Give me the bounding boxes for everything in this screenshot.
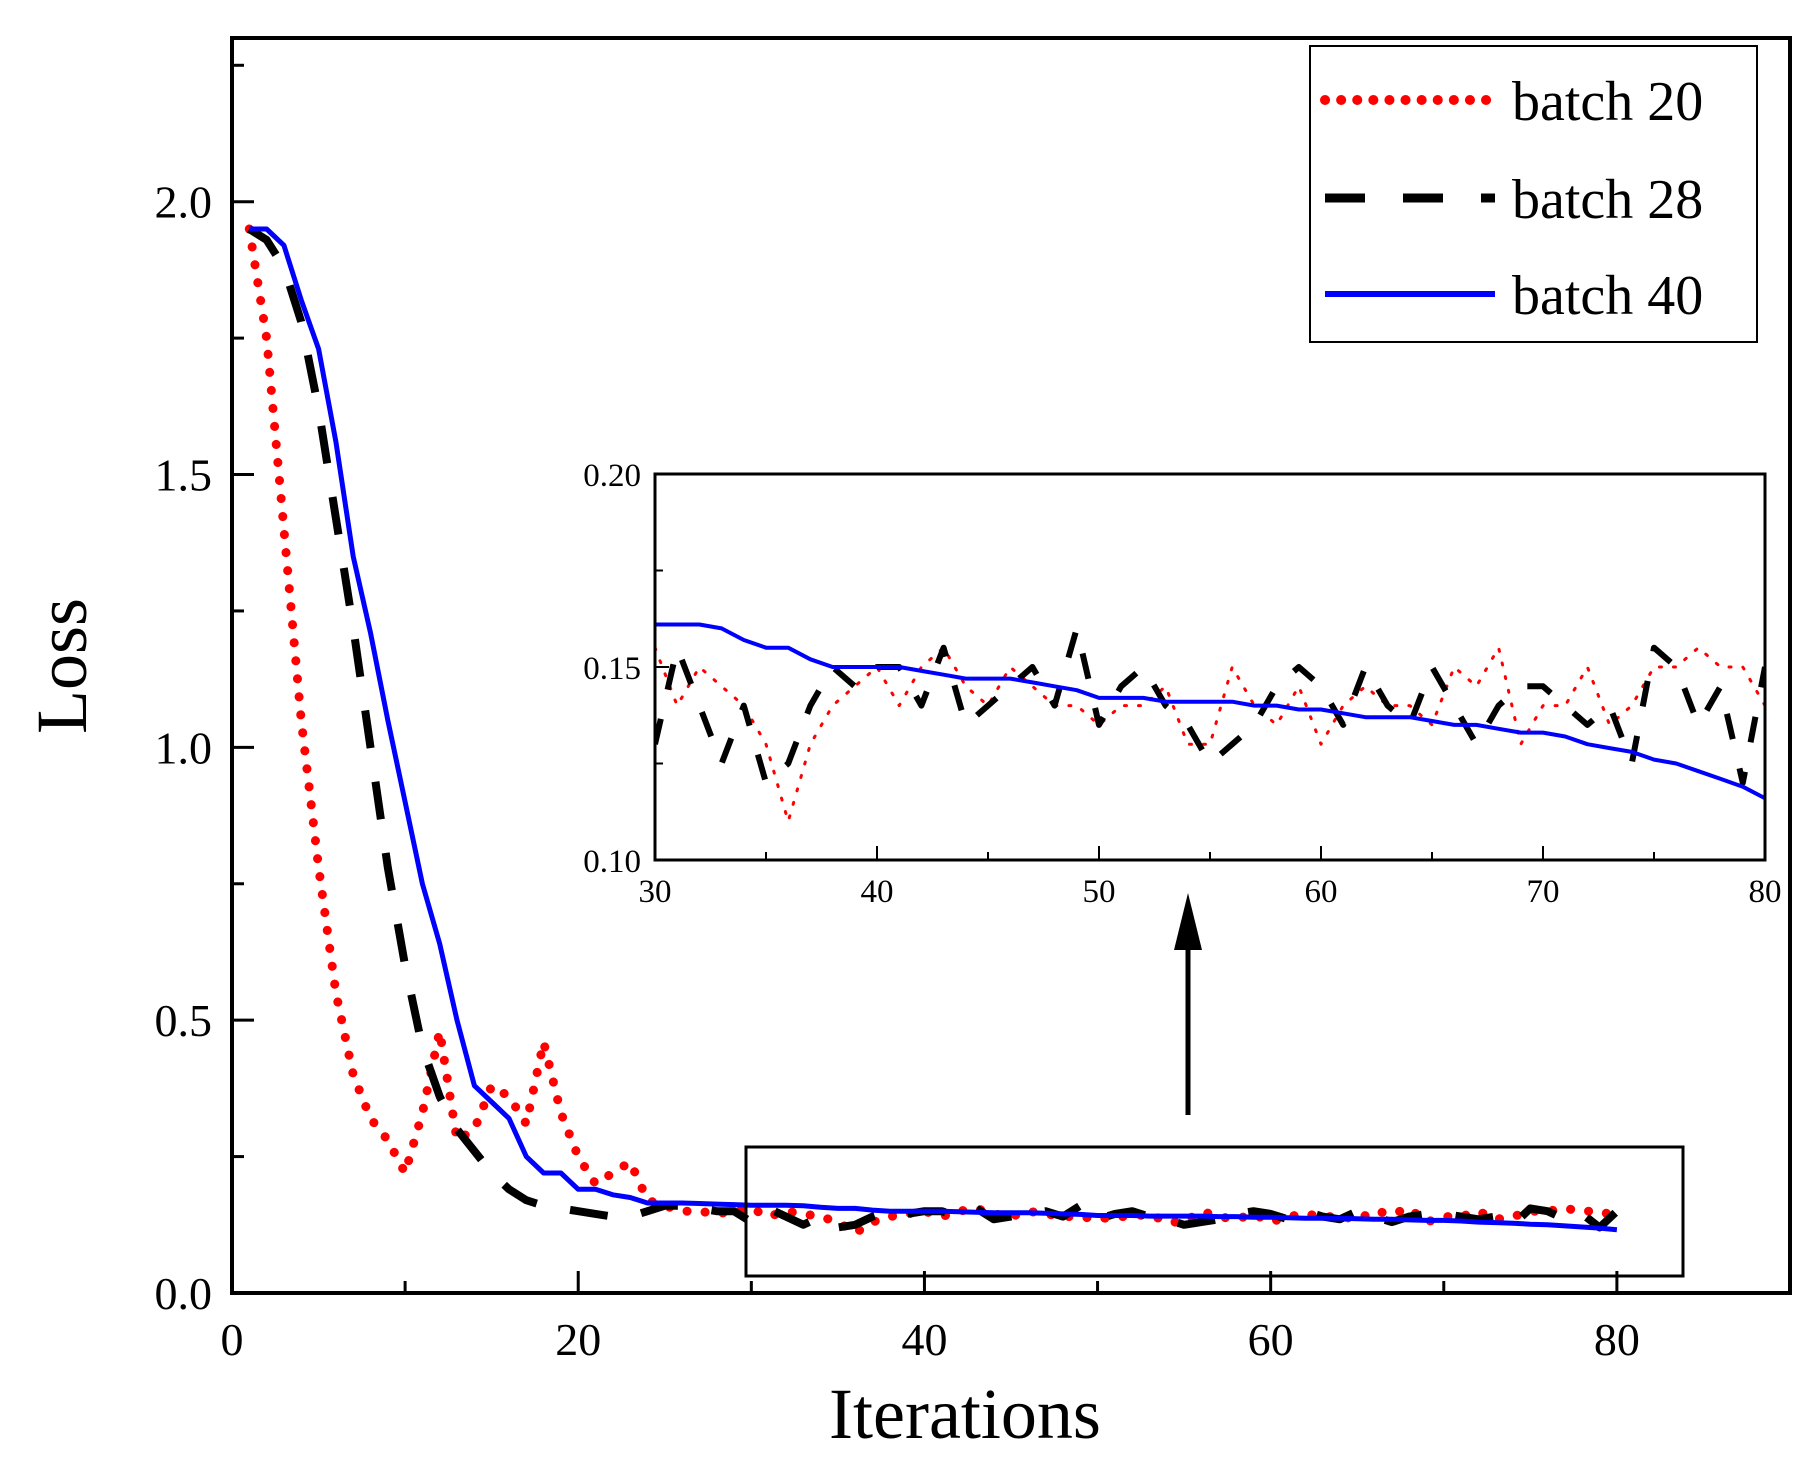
inset-x-tick-label: 40 (861, 874, 894, 910)
inset-y-tick-label: 0.15 (583, 651, 641, 687)
inset-x-ticks: 30 40 50 60 70 80 (639, 846, 1782, 910)
inset-series-line-batch-40 (655, 622, 1765, 800)
legend-label-batch-20: batch 20 (1512, 71, 1703, 133)
inset-x-tick-label: 80 (1749, 874, 1782, 910)
x-tick-label: 40 (901, 1314, 947, 1365)
inset-x-tick-label: 60 (1305, 874, 1338, 910)
main-series (244, 224, 1622, 1238)
x-tick-label: 80 (1594, 1314, 1640, 1365)
y-tick-label: 0.5 (155, 995, 213, 1046)
legend-label-batch-28: batch 28 (1512, 169, 1703, 231)
series-line-batch-20 (244, 224, 1622, 1238)
y-tick-label: 2.0 (155, 177, 213, 228)
main-x-ticks: 0 20 40 60 80 (221, 1271, 1640, 1365)
series-line-batch-40 (249, 226, 1618, 1233)
x-axis-title: Iterations (829, 1374, 1101, 1454)
inset-x-tick-label: 30 (639, 874, 672, 910)
inset-x-tick-label: 70 (1527, 874, 1560, 910)
main-y-ticks: 0.0 0.5 1.0 1.5 2.0 (155, 63, 254, 1319)
inset-y-ticks: 0.10 0.15 0.20 (583, 458, 669, 880)
inset-series (655, 622, 1765, 823)
x-tick-label: 0 (221, 1314, 244, 1365)
inset-series-line-batch-28 (655, 625, 1765, 786)
y-tick-label: 1.5 (155, 450, 213, 501)
inset-x-tick-label: 50 (1083, 874, 1116, 910)
legend-item-batch-28: batch 28 (1325, 169, 1703, 231)
inset-background (655, 474, 1765, 860)
main-plot-frame (230, 36, 1792, 1295)
zoom-arrow-head (1174, 893, 1202, 950)
main-plot: 0 20 40 60 80 0.0 0.5 1.0 1.5 2.0 Iterations Los… (22, 36, 1792, 1454)
y-tick-label: 0.0 (155, 1268, 213, 1319)
inset-y-tick-label: 0.20 (583, 458, 641, 494)
zoom-region-box (744, 1145, 1685, 1278)
y-axis-title: Loss (22, 598, 102, 734)
x-tick-label: 20 (555, 1314, 601, 1365)
legend: batch 20 batch 28 batch 40 (1309, 45, 1758, 343)
legend-label-batch-40: batch 40 (1512, 265, 1703, 327)
legend-item-batch-20: batch 20 (1320, 71, 1703, 133)
inset-plot: 30 40 50 60 70 80 0.10 0.15 0.20 (583, 458, 1781, 910)
x-tick-label: 60 (1248, 1314, 1294, 1365)
y-tick-label: 1.0 (155, 722, 213, 773)
inset-y-tick-label: 0.10 (583, 844, 641, 880)
legend-item-batch-40: batch 40 (1325, 265, 1703, 327)
